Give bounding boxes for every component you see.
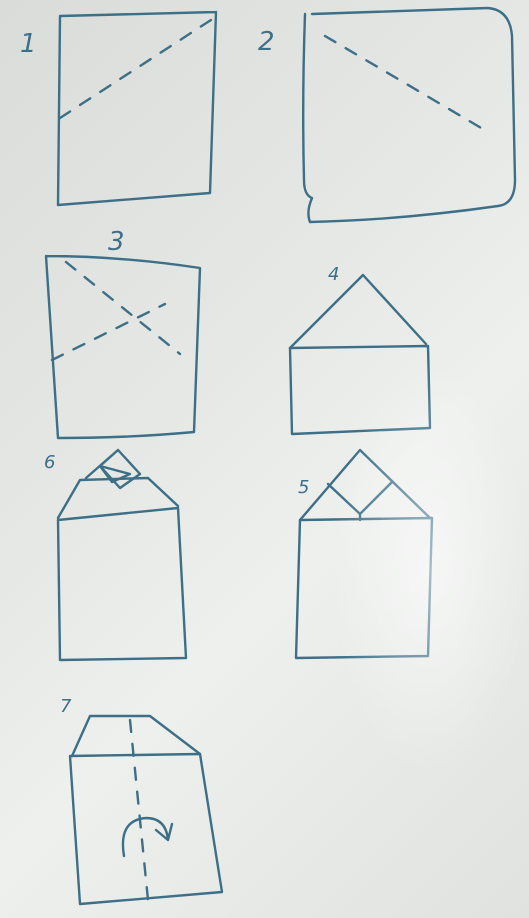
roof-triangle	[288, 273, 428, 350]
step-4: 4	[288, 264, 432, 436]
paper-outline	[56, 10, 218, 207]
inner-fold	[326, 480, 394, 522]
paper-outline	[44, 254, 202, 440]
tucked-flaps	[84, 448, 142, 490]
step-number: 5	[298, 477, 309, 498]
roof-triangle	[298, 448, 432, 522]
step-number: 2	[258, 27, 275, 57]
paper-outline	[294, 516, 434, 660]
step-5: 5	[294, 448, 434, 660]
fold-line	[58, 16, 216, 120]
step-6: 6	[44, 448, 188, 662]
step-7: 7	[60, 696, 224, 906]
step-1: 1	[20, 10, 218, 207]
step-number: 7	[60, 696, 72, 717]
paper-outline	[302, 6, 517, 224]
fold-line	[64, 260, 182, 356]
paper-outline	[288, 344, 432, 436]
step-number: 6	[44, 452, 55, 473]
fold-line	[323, 34, 490, 134]
step-number: 3	[108, 227, 125, 257]
top-flap	[70, 714, 202, 758]
step-2: 2	[258, 6, 517, 224]
step-number: 1	[20, 29, 37, 59]
paper-outline	[68, 752, 224, 906]
fold-line	[50, 302, 167, 362]
step-3: 3	[44, 227, 202, 440]
shoulder-outline	[56, 476, 180, 520]
turn-over-arrow	[121, 816, 174, 858]
paper-outline	[56, 506, 188, 662]
center-fold-line	[128, 718, 150, 902]
step-number: 4	[328, 264, 339, 285]
